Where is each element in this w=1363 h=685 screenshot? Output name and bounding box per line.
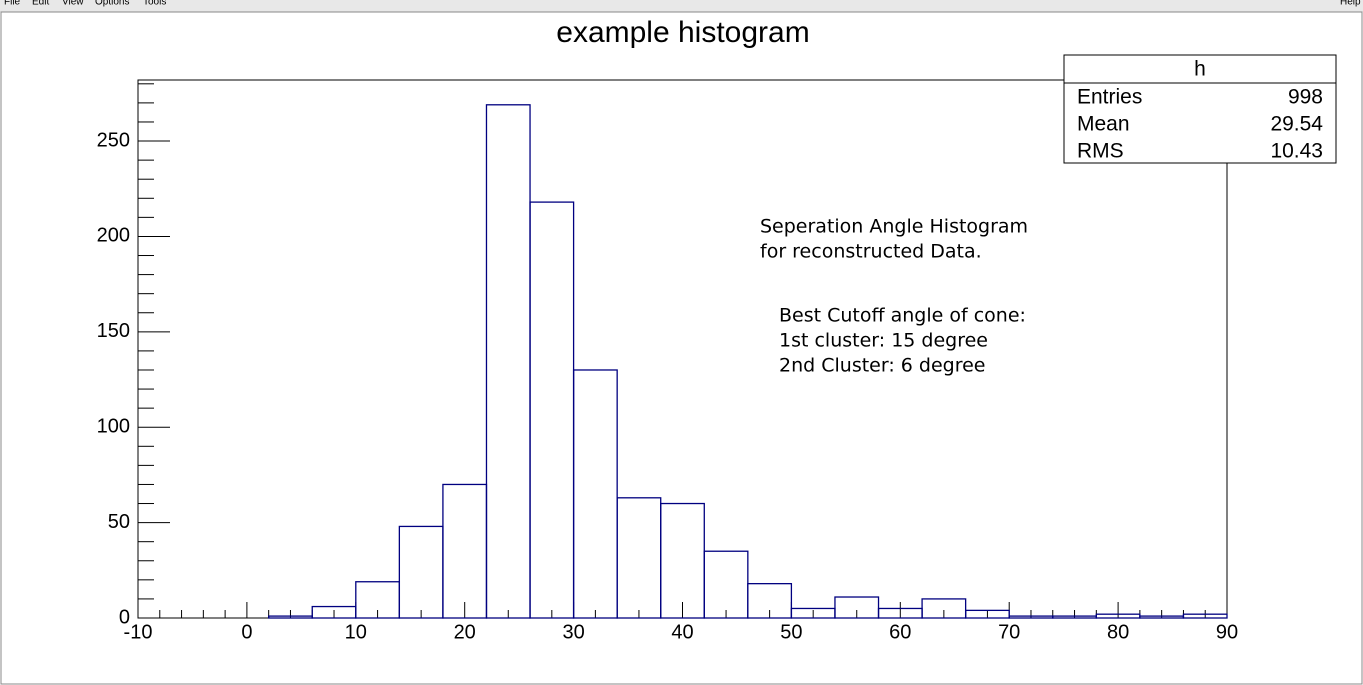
bar (529, 201, 575, 619)
stats-label: Entries (1077, 86, 1142, 109)
bar (1182, 613, 1228, 619)
x-tick-label: 0 (241, 621, 252, 643)
stats-value: 998 (1288, 86, 1323, 109)
bar (572, 369, 618, 619)
bar (398, 525, 444, 619)
bar (921, 598, 967, 619)
bar (485, 104, 531, 619)
bar (703, 550, 749, 619)
y-tick-label: 250 (97, 129, 130, 151)
menu-item[interactable]: File (4, 0, 21, 8)
y-tick-label: 100 (97, 416, 130, 438)
x-tick-label: 80 (1107, 621, 1129, 643)
x-tick-label: 70 (998, 621, 1020, 643)
bar (660, 502, 705, 619)
canvas-border (0, 11, 1363, 685)
bar (747, 583, 793, 619)
menu-item[interactable]: Options (95, 0, 129, 8)
stats-value: 10.43 (1270, 140, 1323, 163)
stats-value: 29.54 (1270, 113, 1323, 136)
x-tick-label: 50 (780, 621, 802, 643)
bar (834, 596, 880, 619)
stats-title: h (1194, 58, 1206, 81)
y-tick-label: 150 (97, 320, 130, 342)
x-tick-label: 60 (889, 621, 911, 643)
stats-box (1063, 54, 1337, 164)
bar (442, 483, 488, 619)
y-tick-label: 0 (119, 606, 130, 628)
annotation: 1st cluster: 15 degree (779, 330, 988, 352)
annotation: Best Cutoff angle of cone: (779, 305, 1026, 327)
annotation: Seperation Angle Histogram (760, 216, 1028, 238)
menu-item[interactable]: Edit (32, 0, 49, 8)
annotation: for reconstructed Data. (760, 241, 982, 263)
menu-item[interactable]: Help (1340, 0, 1361, 8)
bar (964, 609, 1010, 619)
menu-bar (0, 0, 1363, 12)
x-tick-label: -10 (124, 621, 153, 643)
bar (616, 497, 662, 619)
x-tick-label: 90 (1216, 621, 1238, 643)
x-tick-label: 40 (671, 621, 693, 643)
chart-title: example histogram (556, 16, 809, 49)
annotation: 2nd Cluster: 6 degree (779, 355, 986, 377)
stats-label: RMS (1077, 140, 1124, 163)
x-tick-label: 20 (454, 621, 476, 643)
menu-item[interactable]: View (62, 0, 84, 8)
x-tick-label: 30 (562, 621, 584, 643)
y-tick-label: 200 (97, 225, 130, 247)
x-tick-label: 10 (345, 621, 367, 643)
y-tick-label: 50 (108, 511, 130, 533)
stats-label: Mean (1077, 113, 1130, 136)
menu-item[interactable]: Tools (143, 0, 166, 8)
